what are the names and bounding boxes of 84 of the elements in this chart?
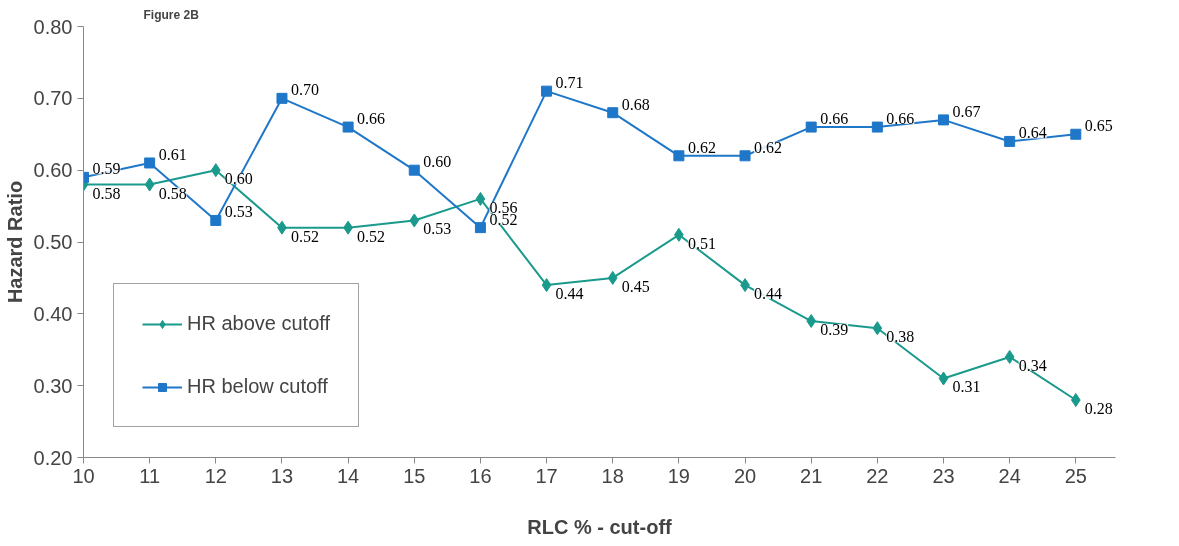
data-label: 0.53 (423, 220, 452, 238)
point (1070, 128, 1082, 140)
point (607, 270, 618, 285)
x-tick-label: 11 (139, 464, 161, 487)
point (342, 121, 354, 133)
x-tick-label: 22 (866, 464, 889, 487)
data-label: 0.67 (952, 102, 981, 120)
data-label: 0.66 (820, 110, 849, 128)
point (210, 163, 221, 178)
data-label: 0.62 (687, 138, 716, 156)
data-label: 0.45 (621, 277, 650, 295)
point (1004, 135, 1016, 147)
point (408, 164, 420, 176)
x-tick-label: 14 (336, 464, 360, 487)
point (938, 114, 949, 126)
x-tick-label: 17 (535, 464, 558, 487)
point (607, 107, 619, 119)
x-tick-label: 19 (667, 464, 691, 487)
data-label: 0.66 (886, 110, 915, 128)
y-tick-label: 0.30 (33, 374, 73, 397)
x-tick-label: 16 (469, 464, 492, 487)
legend-label: HR above cutoff (187, 312, 331, 335)
point (541, 278, 552, 293)
y-tick-label: 0.20 (33, 446, 73, 469)
data-label: 0.65 (1084, 117, 1113, 135)
data-label: 0.51 (687, 234, 716, 252)
point (806, 314, 817, 329)
y-tick-label: 0.50 (33, 231, 73, 253)
x-tick-label: 13 (270, 464, 294, 487)
chart-title: Figure 2B (143, 7, 200, 22)
point (144, 177, 155, 192)
x-tick-label: 15 (403, 464, 426, 487)
x-tick-label: 20 (733, 464, 757, 487)
data-label: 0.58 (92, 184, 121, 202)
y-tick-label: 0.80 (33, 15, 73, 38)
point (872, 321, 883, 336)
x-tick-label: 18 (601, 464, 624, 487)
y-tick-label: 0.70 (33, 87, 73, 110)
legend-label: HR below cutoff (187, 375, 328, 398)
data-label: 0.64 (1018, 124, 1047, 142)
point (1070, 393, 1081, 408)
data-label: 0.60 (423, 153, 452, 171)
y-tick-label: 0.40 (33, 302, 73, 325)
data-label: 0.31 (952, 378, 981, 396)
data-label: 0.52 (357, 227, 386, 245)
point (938, 371, 949, 386)
x-tick-label: 10 (72, 464, 95, 487)
point (210, 214, 222, 226)
data-label: 0.28 (1084, 400, 1113, 418)
x-tick-label: 25 (1064, 464, 1087, 487)
x-tick-label: 24 (998, 464, 1021, 487)
data-label: 0.71 (555, 74, 584, 92)
data-label: 0.52 (290, 227, 319, 245)
point (673, 150, 685, 162)
x-tick-label: 21 (800, 464, 823, 487)
x-tick-label: 12 (204, 464, 227, 487)
data-label: 0.44 (555, 285, 584, 303)
data-label: 0.62 (754, 138, 783, 156)
data-label: 0.44 (754, 285, 783, 303)
data-label: 0.70 (290, 81, 319, 99)
point (276, 92, 288, 104)
y-tick-label: 0.60 (33, 159, 73, 182)
data-label: 0.68 (621, 95, 650, 113)
x-axis-title: RLC % - cut-off (527, 515, 673, 538)
point (805, 121, 817, 133)
data-label: 0.60 (224, 170, 253, 188)
point (474, 222, 486, 234)
data-label: 0.61 (158, 145, 187, 163)
point (475, 191, 486, 206)
data-label: 0.53 (224, 203, 253, 221)
point (409, 213, 420, 228)
data-label: 0.39 (820, 321, 849, 339)
x-tick-label: 23 (932, 464, 955, 487)
point (144, 157, 156, 169)
data-label: 0.38 (886, 328, 915, 346)
data-label: 0.58 (158, 184, 187, 202)
point (871, 121, 883, 133)
point (1004, 349, 1015, 364)
point (739, 150, 751, 162)
data-label: 0.34 (1018, 356, 1047, 374)
y-axis-title: Hazard Ratio (3, 180, 26, 304)
data-label: 0.59 (92, 160, 121, 178)
data-label: 0.66 (357, 110, 386, 128)
point (541, 85, 553, 97)
